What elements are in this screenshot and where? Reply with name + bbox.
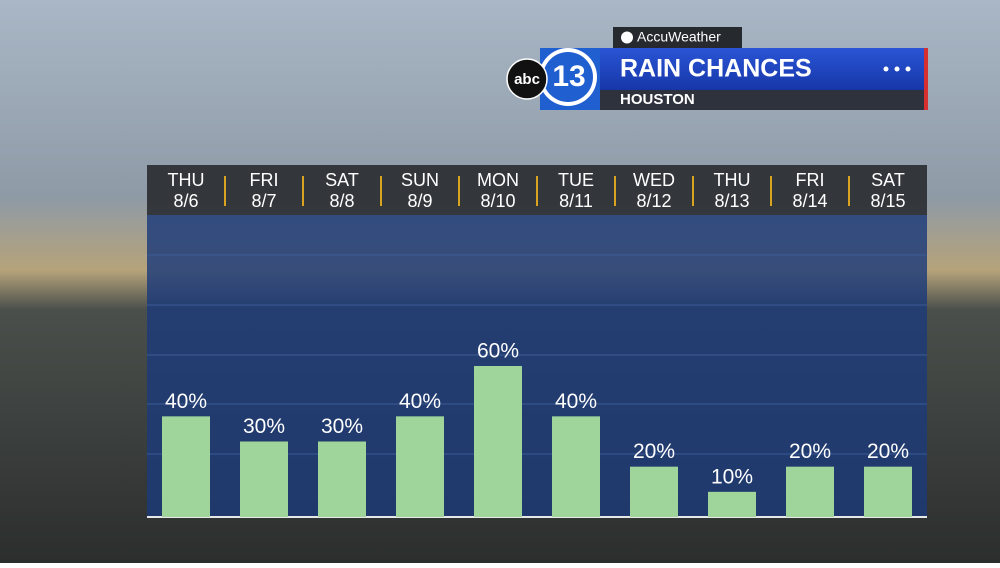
value-label: 40%	[165, 390, 207, 413]
subtitle-bar	[600, 90, 924, 110]
menu-dots	[883, 66, 911, 72]
bar	[786, 466, 834, 517]
day-label: THU	[168, 170, 205, 190]
chart-title: RAIN CHANCES	[620, 55, 812, 83]
bar	[240, 441, 288, 517]
value-label: 20%	[789, 440, 831, 463]
x-tick-label: 8/12	[636, 191, 671, 211]
x-tick-label: 8/15	[870, 191, 905, 211]
bar	[162, 416, 210, 517]
value-label: 60%	[477, 340, 519, 363]
bar	[474, 366, 522, 517]
x-tick-label: 8/14	[792, 191, 827, 211]
bar	[864, 466, 912, 517]
bar	[708, 491, 756, 517]
value-label: 20%	[867, 440, 909, 463]
day-label: SUN	[401, 170, 439, 190]
provider-tab	[613, 27, 742, 48]
sun-icon	[621, 31, 633, 44]
day-label: MON	[477, 170, 519, 190]
x-tick-label: 8/11	[559, 191, 593, 211]
bar	[396, 416, 444, 517]
value-label: 30%	[321, 415, 363, 438]
day-label: THU	[714, 170, 751, 190]
logo-circle	[543, 52, 593, 102]
day-label: FRI	[796, 170, 825, 190]
x-tick-label: 8/9	[407, 191, 432, 211]
day-label: FRI	[250, 170, 279, 190]
provider: AccuWeather	[637, 29, 721, 45]
network-logo	[506, 58, 548, 100]
value-label: 10%	[711, 465, 753, 488]
network: abc	[514, 71, 540, 88]
bar	[630, 466, 678, 517]
chart-subtitle: HOUSTON	[620, 91, 695, 108]
value-label: 20%	[633, 440, 675, 463]
value-label: 30%	[243, 415, 285, 438]
x-tick-label: 8/8	[329, 191, 354, 211]
channel: 13	[552, 60, 585, 93]
day-label: WED	[633, 170, 675, 190]
bar	[552, 416, 600, 517]
value-label: 40%	[555, 390, 597, 413]
x-tick-label: 8/13	[714, 191, 749, 211]
title-bar	[600, 48, 927, 90]
x-tick-label: 8/10	[480, 191, 515, 211]
day-label: SAT	[325, 170, 359, 190]
day-label: TUE	[558, 170, 594, 190]
value-label: 40%	[399, 390, 441, 413]
bar	[318, 441, 366, 517]
accent	[924, 48, 928, 110]
x-tick-label: 8/6	[173, 191, 198, 211]
day-label: SAT	[871, 170, 905, 190]
x-tick-label: 8/7	[251, 191, 276, 211]
